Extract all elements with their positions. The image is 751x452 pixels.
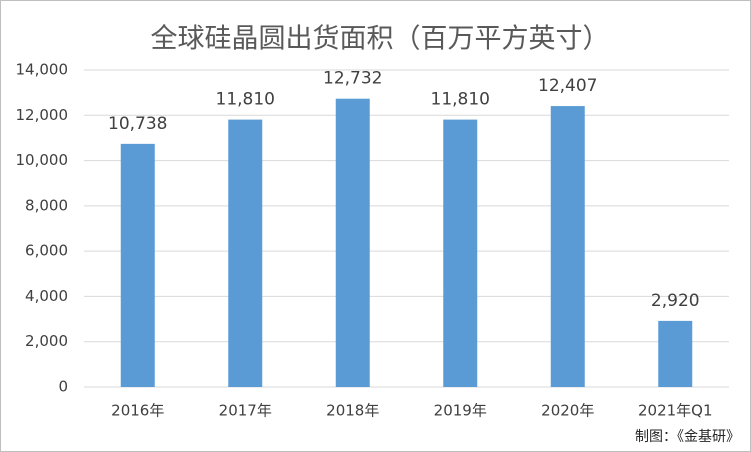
- bar: [658, 320, 693, 387]
- x-tick-label: 2020年: [541, 402, 594, 420]
- value-label: 11,810: [431, 90, 490, 110]
- y-tick-label: 8,000: [25, 196, 68, 214]
- value-label: 11,810: [216, 90, 275, 110]
- x-tick-label: 2019年: [434, 402, 487, 420]
- y-tick-label: 12,000: [16, 106, 69, 124]
- bar: [443, 119, 478, 387]
- value-label: 2,920: [651, 291, 700, 311]
- bar: [550, 106, 585, 387]
- y-tick-label: 14,000: [16, 61, 69, 79]
- y-tick-label: 2,000: [25, 332, 68, 350]
- bar: [335, 98, 370, 387]
- y-tick-label: 10,000: [16, 151, 69, 169]
- x-tick-label: 2016年: [111, 402, 164, 420]
- y-tick-label: 0: [58, 378, 68, 396]
- x-tick-label: 2018年: [326, 402, 379, 420]
- value-label: 10,738: [108, 114, 167, 134]
- value-label: 12,407: [538, 76, 597, 96]
- chart-title: 全球硅晶圆出货面积（百万平方英寸）: [151, 24, 610, 55]
- y-tick-label: 6,000: [25, 242, 68, 260]
- bar: [228, 119, 263, 387]
- x-tick-label: 2021年Q1: [638, 402, 713, 420]
- value-label: 12,732: [323, 69, 382, 89]
- y-tick-label: 4,000: [25, 287, 68, 305]
- bar: [120, 143, 155, 387]
- x-tick-label: 2017年: [219, 402, 272, 420]
- source-note: 制图：《金基研》: [635, 428, 740, 445]
